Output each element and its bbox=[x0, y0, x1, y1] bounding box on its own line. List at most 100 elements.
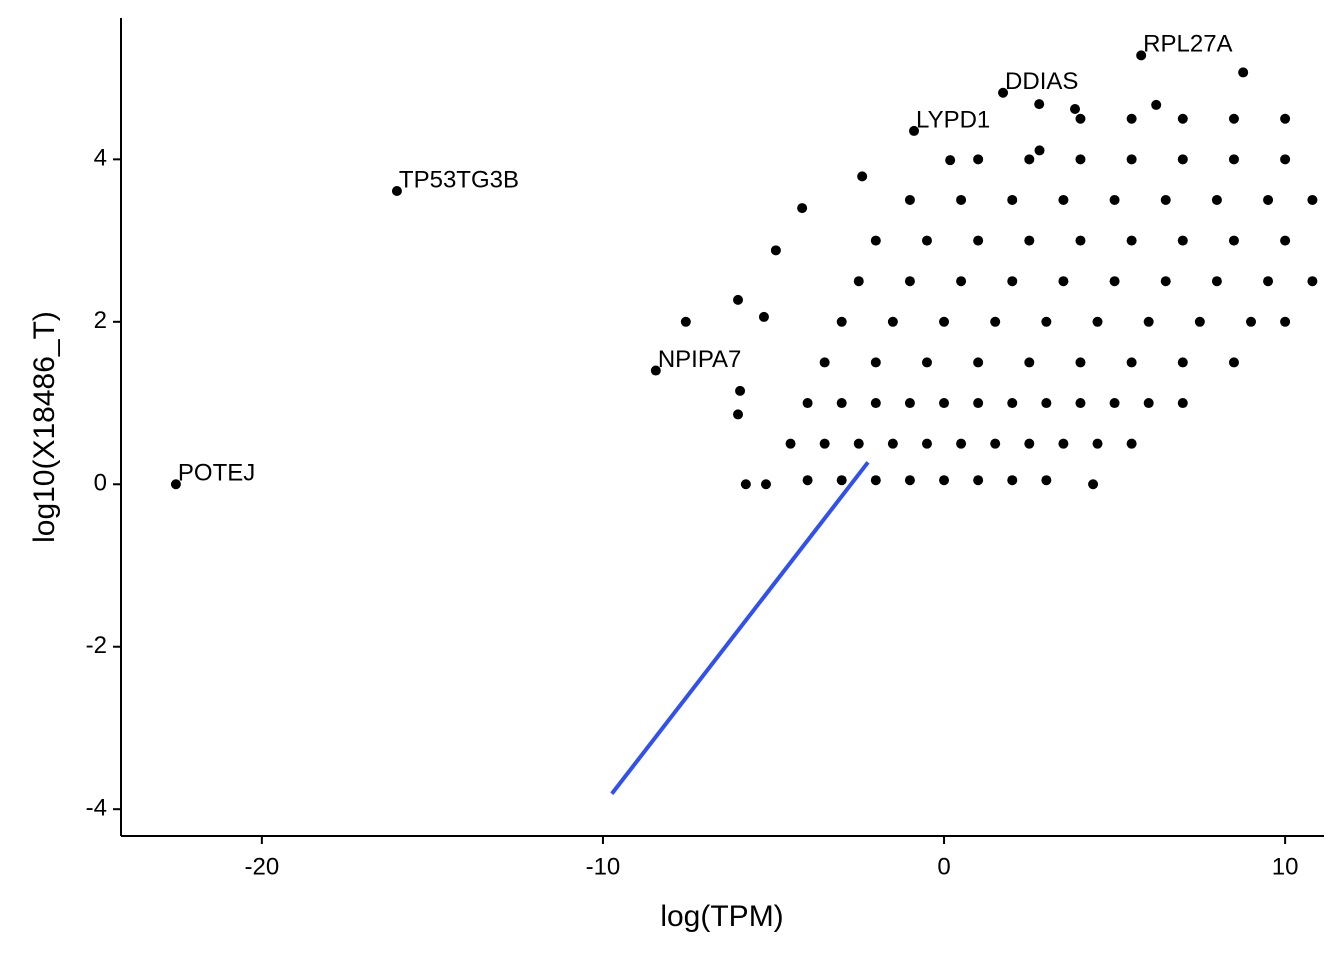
point bbox=[740, 479, 751, 490]
point bbox=[973, 475, 984, 486]
point bbox=[760, 479, 771, 490]
point bbox=[1024, 154, 1035, 165]
point bbox=[939, 475, 950, 486]
point bbox=[887, 438, 898, 449]
point bbox=[1307, 194, 1318, 205]
y-tick-label: -2 bbox=[86, 632, 107, 659]
point bbox=[956, 194, 967, 205]
point bbox=[170, 479, 181, 490]
point bbox=[956, 276, 967, 287]
fit-line bbox=[610, 461, 870, 795]
point bbox=[1126, 438, 1137, 449]
point bbox=[990, 316, 1001, 327]
point bbox=[819, 357, 830, 368]
point bbox=[1228, 113, 1239, 124]
x-tick-label: -20 bbox=[245, 853, 280, 880]
point bbox=[680, 316, 691, 327]
point bbox=[998, 87, 1009, 98]
point bbox=[904, 475, 915, 486]
point bbox=[853, 276, 864, 287]
point bbox=[973, 235, 984, 246]
point bbox=[921, 438, 932, 449]
point-label: NPIPA7 bbox=[658, 346, 742, 373]
x-tick-label: 0 bbox=[937, 853, 950, 880]
y-axis-title: log10(X18486_T) bbox=[28, 311, 61, 543]
point bbox=[1075, 398, 1086, 409]
point bbox=[650, 365, 661, 376]
point bbox=[1058, 276, 1069, 287]
point bbox=[1041, 475, 1052, 486]
point bbox=[973, 154, 984, 165]
point bbox=[802, 398, 813, 409]
y-tick-label: -4 bbox=[86, 795, 107, 822]
point bbox=[802, 475, 813, 486]
point bbox=[819, 438, 830, 449]
y-tick-label: 2 bbox=[94, 307, 107, 334]
point-label: POTEJ bbox=[178, 460, 255, 487]
x-tick-label: -10 bbox=[586, 853, 621, 880]
point-label: LYPD1 bbox=[916, 106, 990, 133]
point bbox=[391, 186, 402, 197]
point bbox=[1092, 438, 1103, 449]
point bbox=[1058, 194, 1069, 205]
x-tick-label: 10 bbox=[1272, 853, 1299, 880]
point bbox=[853, 438, 864, 449]
point bbox=[1263, 276, 1274, 287]
point bbox=[1024, 438, 1035, 449]
point bbox=[1177, 357, 1188, 368]
point bbox=[956, 438, 967, 449]
point bbox=[939, 398, 950, 409]
point bbox=[1280, 113, 1291, 124]
point bbox=[990, 438, 1001, 449]
point bbox=[1075, 154, 1086, 165]
point bbox=[1007, 276, 1018, 287]
point bbox=[1041, 316, 1052, 327]
point bbox=[1160, 194, 1171, 205]
point bbox=[870, 398, 881, 409]
point bbox=[1126, 113, 1137, 124]
point bbox=[1160, 276, 1171, 287]
point bbox=[1075, 113, 1086, 124]
point bbox=[1024, 357, 1035, 368]
point bbox=[1136, 50, 1147, 61]
point bbox=[1007, 398, 1018, 409]
point bbox=[758, 311, 769, 322]
point bbox=[1075, 357, 1086, 368]
y-tick-label: 4 bbox=[94, 145, 107, 172]
point bbox=[909, 125, 920, 136]
point bbox=[904, 276, 915, 287]
point bbox=[973, 398, 984, 409]
point-label: RPL27A bbox=[1143, 31, 1232, 58]
point bbox=[870, 475, 881, 486]
point bbox=[1280, 154, 1291, 165]
point bbox=[1246, 316, 1257, 327]
point bbox=[1228, 154, 1239, 165]
point bbox=[1143, 316, 1154, 327]
point bbox=[1109, 398, 1120, 409]
point bbox=[1126, 154, 1137, 165]
point bbox=[1177, 398, 1188, 409]
point bbox=[1007, 475, 1018, 486]
point bbox=[1126, 357, 1137, 368]
point bbox=[1034, 145, 1045, 156]
point bbox=[733, 294, 744, 305]
y-tick-label: 0 bbox=[94, 470, 107, 497]
point bbox=[1075, 235, 1086, 246]
point bbox=[1041, 398, 1052, 409]
point bbox=[945, 155, 956, 166]
point bbox=[921, 357, 932, 368]
point bbox=[735, 385, 746, 396]
point bbox=[836, 475, 847, 486]
point bbox=[887, 316, 898, 327]
point bbox=[1151, 99, 1162, 110]
point bbox=[1280, 316, 1291, 327]
point bbox=[870, 357, 881, 368]
point bbox=[733, 409, 744, 420]
point bbox=[1007, 194, 1018, 205]
point bbox=[904, 194, 915, 205]
point-label: TP53TG3B bbox=[399, 166, 519, 193]
point bbox=[1070, 103, 1081, 114]
point bbox=[1126, 235, 1137, 246]
point bbox=[1177, 113, 1188, 124]
point bbox=[836, 398, 847, 409]
